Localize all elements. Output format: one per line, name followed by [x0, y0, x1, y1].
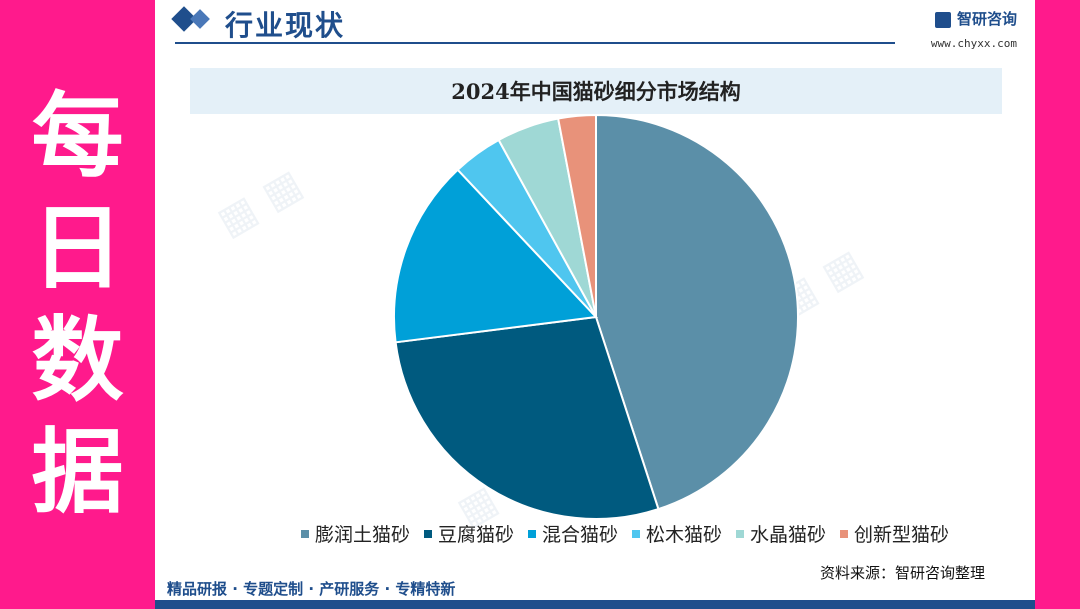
legend-swatch [736, 529, 745, 538]
legend-swatch [423, 529, 432, 538]
brand-url: www.chyxx.com [930, 37, 1017, 50]
legend-label: 松木猫砂 [646, 524, 723, 546]
footer-services: 精品研报 · 专题定制 · 产研服务 · 专精特新 [167, 580, 456, 598]
header-divider [175, 42, 895, 44]
legend-item: 膨润土猫砂 [300, 520, 410, 547]
banner-char: 每 [31, 82, 124, 190]
banner-char: 数 [31, 306, 124, 414]
chart-title-box: 2024年中国猫砂细分市场结构 [190, 68, 1002, 114]
legend-label: 水晶猫砂 [750, 524, 827, 546]
legend-item: 豆腐猫砂 [423, 520, 514, 547]
footer-bar [155, 600, 1035, 609]
legend-swatch [840, 529, 849, 538]
banner-char: 据 [31, 418, 124, 526]
brand: 智研咨询 www.chyxx.com [931, 8, 1017, 50]
brand-name-row: 智研咨询 [931, 8, 1017, 29]
legend-swatch [527, 529, 536, 538]
side-banner: 每 日 数 据 [0, 0, 155, 609]
legend-item: 松木猫砂 [632, 520, 722, 547]
chart-title: 2024年中国猫砂细分市场结构 [451, 79, 741, 104]
legend-swatch [632, 529, 640, 538]
section-title: 行业现状 [225, 9, 346, 42]
legend-swatch [300, 529, 309, 538]
legend-item: 水晶猫砂 [736, 520, 826, 547]
banner-char: 日 [31, 194, 124, 302]
pie-slice-3 [393, 168, 599, 344]
footer-source: 资料来源：智研咨询整理 [820, 564, 986, 582]
legend-label: 创新型猫砂 [854, 524, 950, 546]
legend-label: 混合猫砂 [541, 524, 618, 546]
slide: ▦ ▦ ▦ ▦ ▦ ▦ 行业现状 智研咨询 www.chyxx.com 2024… [155, 0, 1035, 609]
pie-slice-1 [595, 113, 799, 511]
pie-slice-2 [394, 315, 660, 520]
legend-label: 豆腐猫砂 [437, 524, 514, 546]
pie-slice-6 [556, 113, 597, 318]
legend-label: 膨润土猫砂 [314, 524, 410, 546]
legend-item: 创新型猫砂 [840, 520, 949, 547]
legend-item: 混合猫砂 [527, 520, 618, 547]
chart-legend: 膨润土猫砂 豆腐猫砂 混合猫砂 松木猫砂 水晶猫砂 创新型猫砂 [245, 520, 1005, 547]
brand-logo-icon [934, 11, 951, 28]
brand-name: 智研咨询 [956, 10, 1017, 28]
pie-chart [393, 113, 799, 520]
